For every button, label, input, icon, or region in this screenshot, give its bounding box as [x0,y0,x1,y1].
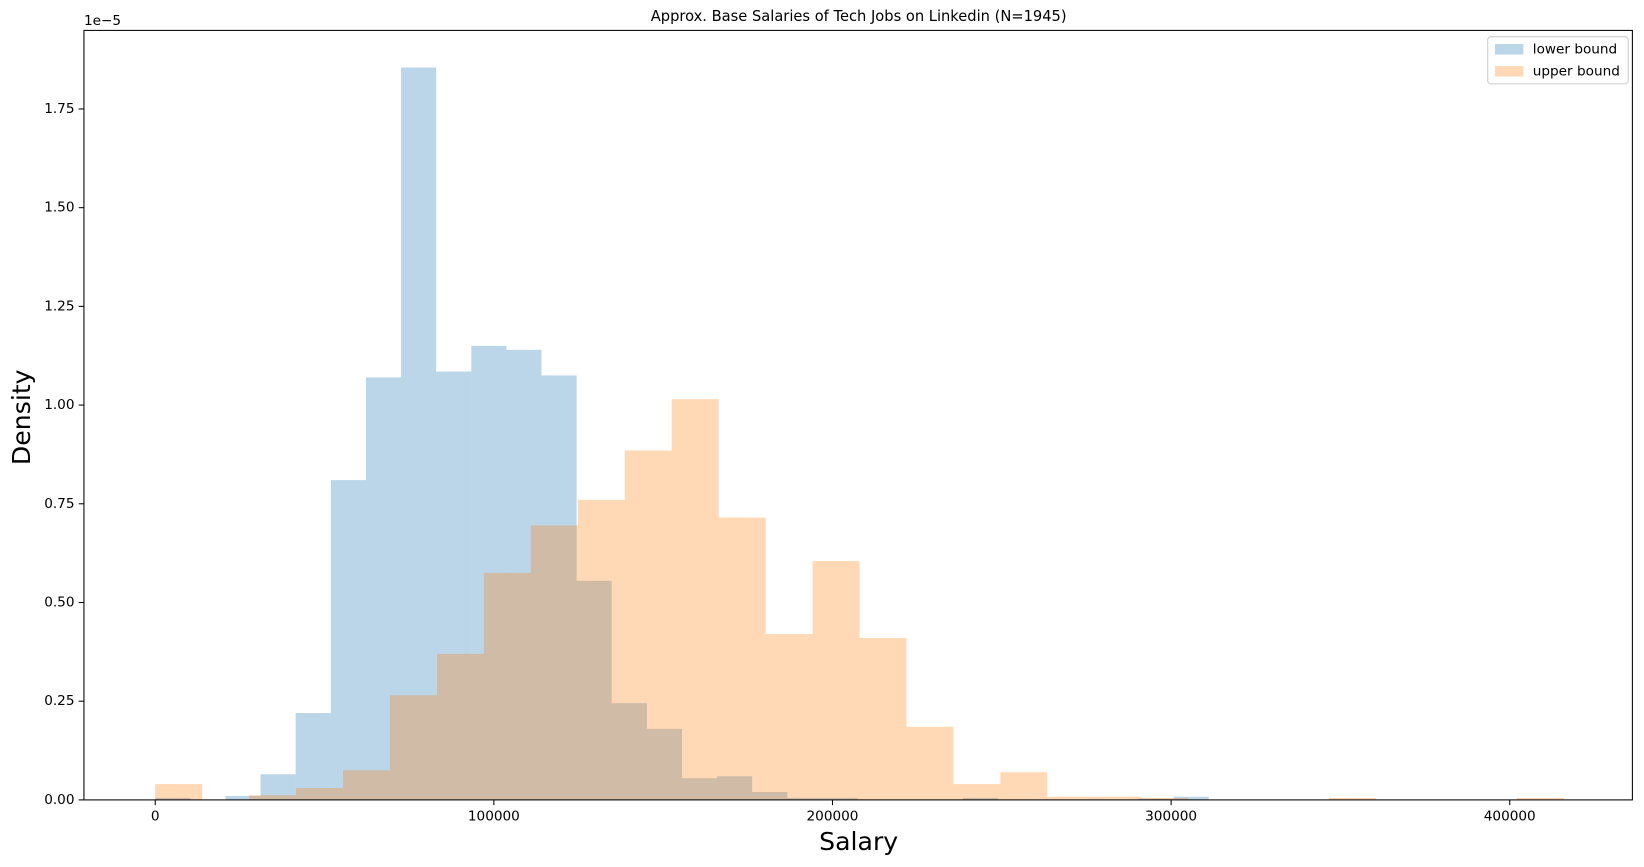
histogram-bar [906,726,954,800]
legend-swatch [1495,66,1524,77]
y-tick-label: 0.00 [44,792,74,808]
x-tick-label: 200000 [807,809,859,825]
histogram-bar [1047,796,1095,800]
histogram-bar [681,778,718,800]
histogram-bar [249,795,297,800]
histogram-bar [962,797,999,800]
histogram-bar [577,499,625,800]
histogram-bar [812,561,860,800]
histogram-bar [752,792,788,800]
histogram-bar [155,784,203,800]
y-axis-label: Density [7,369,36,465]
histogram-bar [343,770,391,800]
y-tick-label: 1.50 [44,200,74,216]
histogram-bar [401,67,437,800]
histogram-bar [506,349,542,800]
y-tick-label: 0.75 [44,496,74,512]
histogram-bar [390,695,437,800]
legend-box [1487,36,1629,85]
histogram-bar [225,795,261,800]
histogram-bar [471,345,507,800]
histogram-bar [671,399,719,800]
legend-label: lower bound [1533,41,1617,57]
histogram-bar [1138,798,1174,800]
legend: lower bound upper bound [1487,36,1629,85]
histogram-bar [646,728,682,800]
histogram-bar [718,517,766,800]
plot-frame [83,29,1633,801]
histogram-bar [483,572,531,800]
legend-swatch [1495,44,1524,55]
chart-title: Approx. Base Salaries of Tech Jobs on Li… [651,8,1067,25]
legend-label: upper bound [1533,63,1620,79]
histogram-bar [1141,797,1189,800]
histogram-bar [765,634,813,800]
x-tick-label: 0 [151,809,160,825]
histogram-bar [541,375,577,800]
histogram-bar [436,653,484,800]
histogram-bar [330,480,366,800]
histogram-bar [1173,796,1209,800]
histogram-bar [295,713,331,800]
y-offset-label: 1e−5 [84,13,121,29]
histogram-bar [296,788,344,800]
y-tick-label: 0.25 [44,693,74,709]
histogram-bar [1000,772,1048,800]
y-tick-label: 0.50 [44,594,74,610]
histogram-bar [530,525,578,800]
histogram-bar [576,580,612,800]
histogram-bar [260,774,296,800]
y-tick-label: 1.25 [44,298,74,314]
histogram-bar [859,638,907,800]
histogram-bar [1094,796,1142,800]
histogram-bar [822,797,858,800]
y-tick-label: 1.00 [44,397,74,413]
histogram-bar [365,377,402,800]
histogram-bar [717,776,753,800]
x-tick-label: 400000 [1484,809,1536,825]
histogram-bar [155,797,191,800]
y-tick-label: 1.75 [44,101,74,117]
histogram-bar [787,797,823,800]
histogram-bar [611,703,647,800]
x-tick-label: 300000 [1145,809,1197,825]
histogram-bar [1329,797,1377,800]
histogram-bar [436,371,472,800]
histogram-bar [953,784,1001,800]
histogram-bar [624,450,672,800]
x-tick-label: 100000 [468,809,520,825]
x-axis-label: Salary [819,827,898,856]
bars [155,67,1564,800]
histogram-bar [1516,797,1564,800]
